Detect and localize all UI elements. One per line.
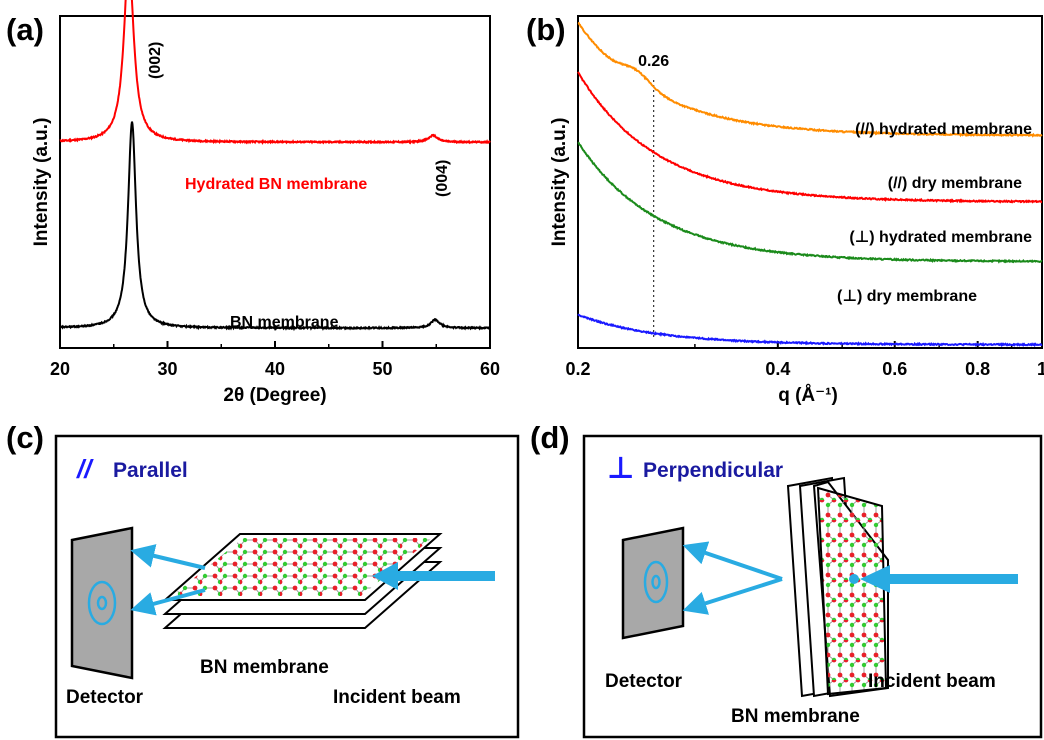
x-tick-label: 0.4	[765, 359, 790, 379]
series-label-perp-hydrated: (⊥) hydrated membrane	[849, 229, 1032, 246]
panel-d-label: (d)	[530, 420, 570, 455]
panel-d-frame	[582, 434, 1043, 739]
panel-a-curves	[59, 0, 491, 332]
diffracted-beam-lower-d	[682, 577, 783, 615]
x-tick-label: 1	[1037, 359, 1044, 379]
series-label-hydrated-bn: Hydrated BN membrane	[185, 176, 367, 193]
x-tick-label: 20	[50, 359, 70, 379]
series-label-parallel-hydrated: (//) hydrated membrane	[855, 121, 1032, 138]
x-tick-label: 0.2	[565, 359, 590, 379]
diffraction-ring-inner-d	[651, 574, 661, 590]
panel-d: (d) ⊥ Perpendicular Detector Incident be…	[530, 420, 1043, 739]
diffracted-beam-lower	[130, 588, 206, 616]
panel-b-tick-labels: 0.2 0.4 0.6 0.8 1	[565, 359, 1044, 379]
x-tick-label: 40	[265, 359, 285, 379]
beam-spot	[849, 574, 859, 584]
series-line	[59, 121, 491, 332]
panel-b-axes-frame	[577, 15, 1043, 349]
incident-beam-arrowhead	[372, 562, 398, 590]
panel-a-xlabel: 2θ (Degree)	[223, 385, 326, 406]
detector-screen	[70, 526, 134, 680]
panel-c-frame	[54, 434, 520, 739]
annotation-004: (004)	[434, 160, 451, 197]
panel-c-label: (c)	[6, 420, 44, 455]
beam-label-c: Incident beam	[333, 687, 461, 708]
panel-a-tick-labels: 20 30 40 50 60	[50, 359, 500, 379]
series-line	[59, 0, 491, 146]
panel-a-ylabel: Intensity (a.u.)	[31, 118, 52, 247]
series-line	[577, 21, 1043, 138]
panel-b-label: (b)	[526, 12, 566, 47]
diffraction-ring-outer-d	[643, 560, 669, 604]
x-tick-label: 60	[480, 359, 500, 379]
x-tick-label: 0.8	[965, 359, 990, 379]
panel-b-ylabel: Intensity (a.u.)	[549, 118, 570, 247]
series-line	[577, 71, 1043, 204]
parallel-symbol-icon: //	[76, 454, 94, 484]
panel-a-label: (a)	[6, 12, 44, 47]
detector-label-d: Detector	[605, 671, 683, 692]
bn-lattice-parallel	[172, 538, 432, 596]
membrane-label-c: BN membrane	[200, 657, 329, 678]
panel-b: (b) 0.26 0.2 0.4 0.6 0.8 1 q (Å⁻¹) Intensity…	[526, 12, 1044, 406]
panel-b-curves	[577, 21, 1043, 348]
series-label-parallel-dry: (//) dry membrane	[888, 175, 1022, 192]
reference-line-label: 0.26	[638, 53, 669, 70]
panel-a-ticks	[59, 341, 491, 348]
panel-c: (c) // Parallel BN membrane Detector Inc…	[6, 420, 520, 739]
perpendicular-mode-label: Perpendicular	[643, 459, 783, 482]
series-line	[577, 313, 1043, 348]
panel-b-xlabel: q (Å⁻¹)	[778, 385, 838, 406]
diffraction-ring-inner	[96, 595, 108, 611]
annotation-002: (002)	[147, 42, 164, 79]
x-tick-label: 30	[157, 359, 177, 379]
membrane-label-d: BN membrane	[731, 706, 860, 727]
series-label-perp-dry: (⊥) dry membrane	[837, 288, 977, 305]
panel-a: (a) 20 30 40 50 60 2θ (Degree) Intensity (a.…	[6, 0, 500, 406]
perpendicular-symbol-icon: ⊥	[607, 452, 634, 485]
parallel-mode-label: Parallel	[113, 459, 188, 482]
detector-label-c: Detector	[66, 687, 144, 708]
beam-label-d: Incident beam	[868, 671, 996, 692]
x-tick-label: 0.6	[882, 359, 907, 379]
series-label-bn: BN membrane	[230, 314, 339, 331]
incident-beam-arrowhead-d	[860, 565, 890, 593]
bn-lattice-perpendicular	[816, 486, 888, 696]
series-line	[577, 141, 1043, 264]
x-tick-label: 50	[372, 359, 392, 379]
diffracted-beam-upper	[130, 544, 206, 570]
diffraction-ring-outer	[87, 580, 117, 626]
diffracted-beam-upper-d	[682, 541, 783, 581]
